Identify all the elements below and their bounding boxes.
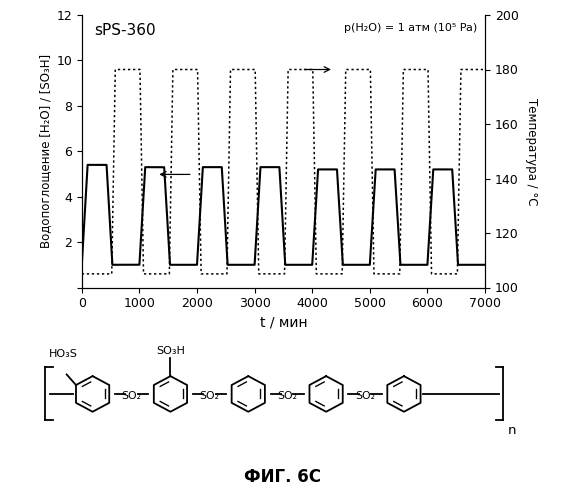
- Text: ФИГ. 6C: ФИГ. 6C: [244, 468, 320, 486]
- Text: sPS-360: sPS-360: [94, 23, 156, 38]
- Text: HO₃S: HO₃S: [49, 350, 77, 360]
- Text: SO₃H: SO₃H: [156, 346, 185, 356]
- Text: SO₂: SO₂: [277, 392, 297, 402]
- Text: SO₂: SO₂: [355, 392, 375, 402]
- X-axis label: t / мин: t / мин: [259, 316, 307, 330]
- Y-axis label: Водопоглощение [H₂O] / [SO₃H]: Водопоглощение [H₂O] / [SO₃H]: [39, 54, 52, 248]
- Text: SO₂: SO₂: [199, 392, 219, 402]
- Text: n: n: [508, 424, 516, 437]
- Y-axis label: Температура / °C: Температура / °C: [525, 98, 538, 205]
- Text: SO₂: SO₂: [121, 392, 142, 402]
- Text: p(H₂O) = 1 атм (10⁵ Pa): p(H₂O) = 1 атм (10⁵ Pa): [343, 23, 477, 33]
